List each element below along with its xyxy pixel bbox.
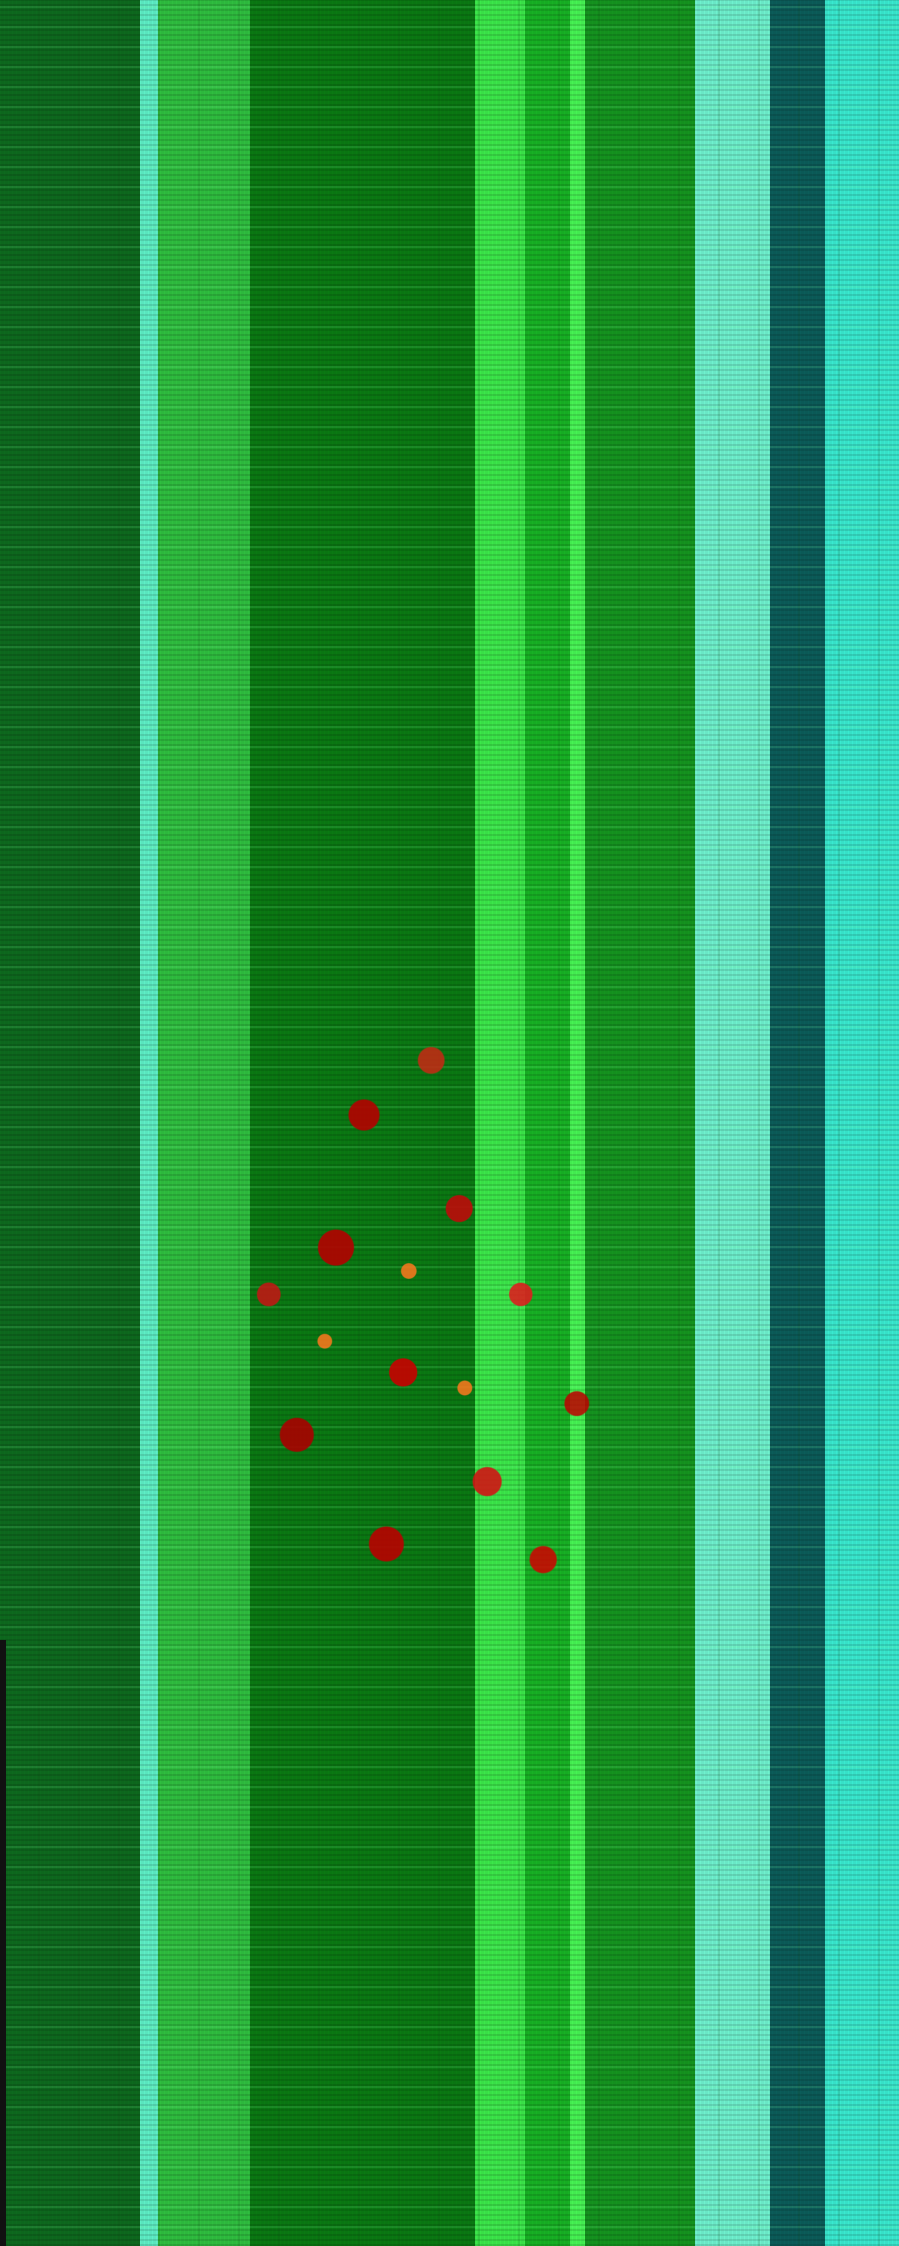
dark-green-band xyxy=(0,0,140,2246)
cyan-band xyxy=(140,0,158,2246)
teal-band xyxy=(770,0,825,2246)
mid-green-band xyxy=(525,0,570,2246)
highlight-band xyxy=(570,0,585,2246)
lime-band xyxy=(158,0,250,2246)
aqua-band xyxy=(695,0,770,2246)
turquoise-band xyxy=(825,0,899,2246)
green-band xyxy=(250,0,475,2246)
bright-green-band xyxy=(475,0,525,2246)
left-dark-stripe xyxy=(0,1640,6,2246)
forest-band xyxy=(585,0,695,2246)
